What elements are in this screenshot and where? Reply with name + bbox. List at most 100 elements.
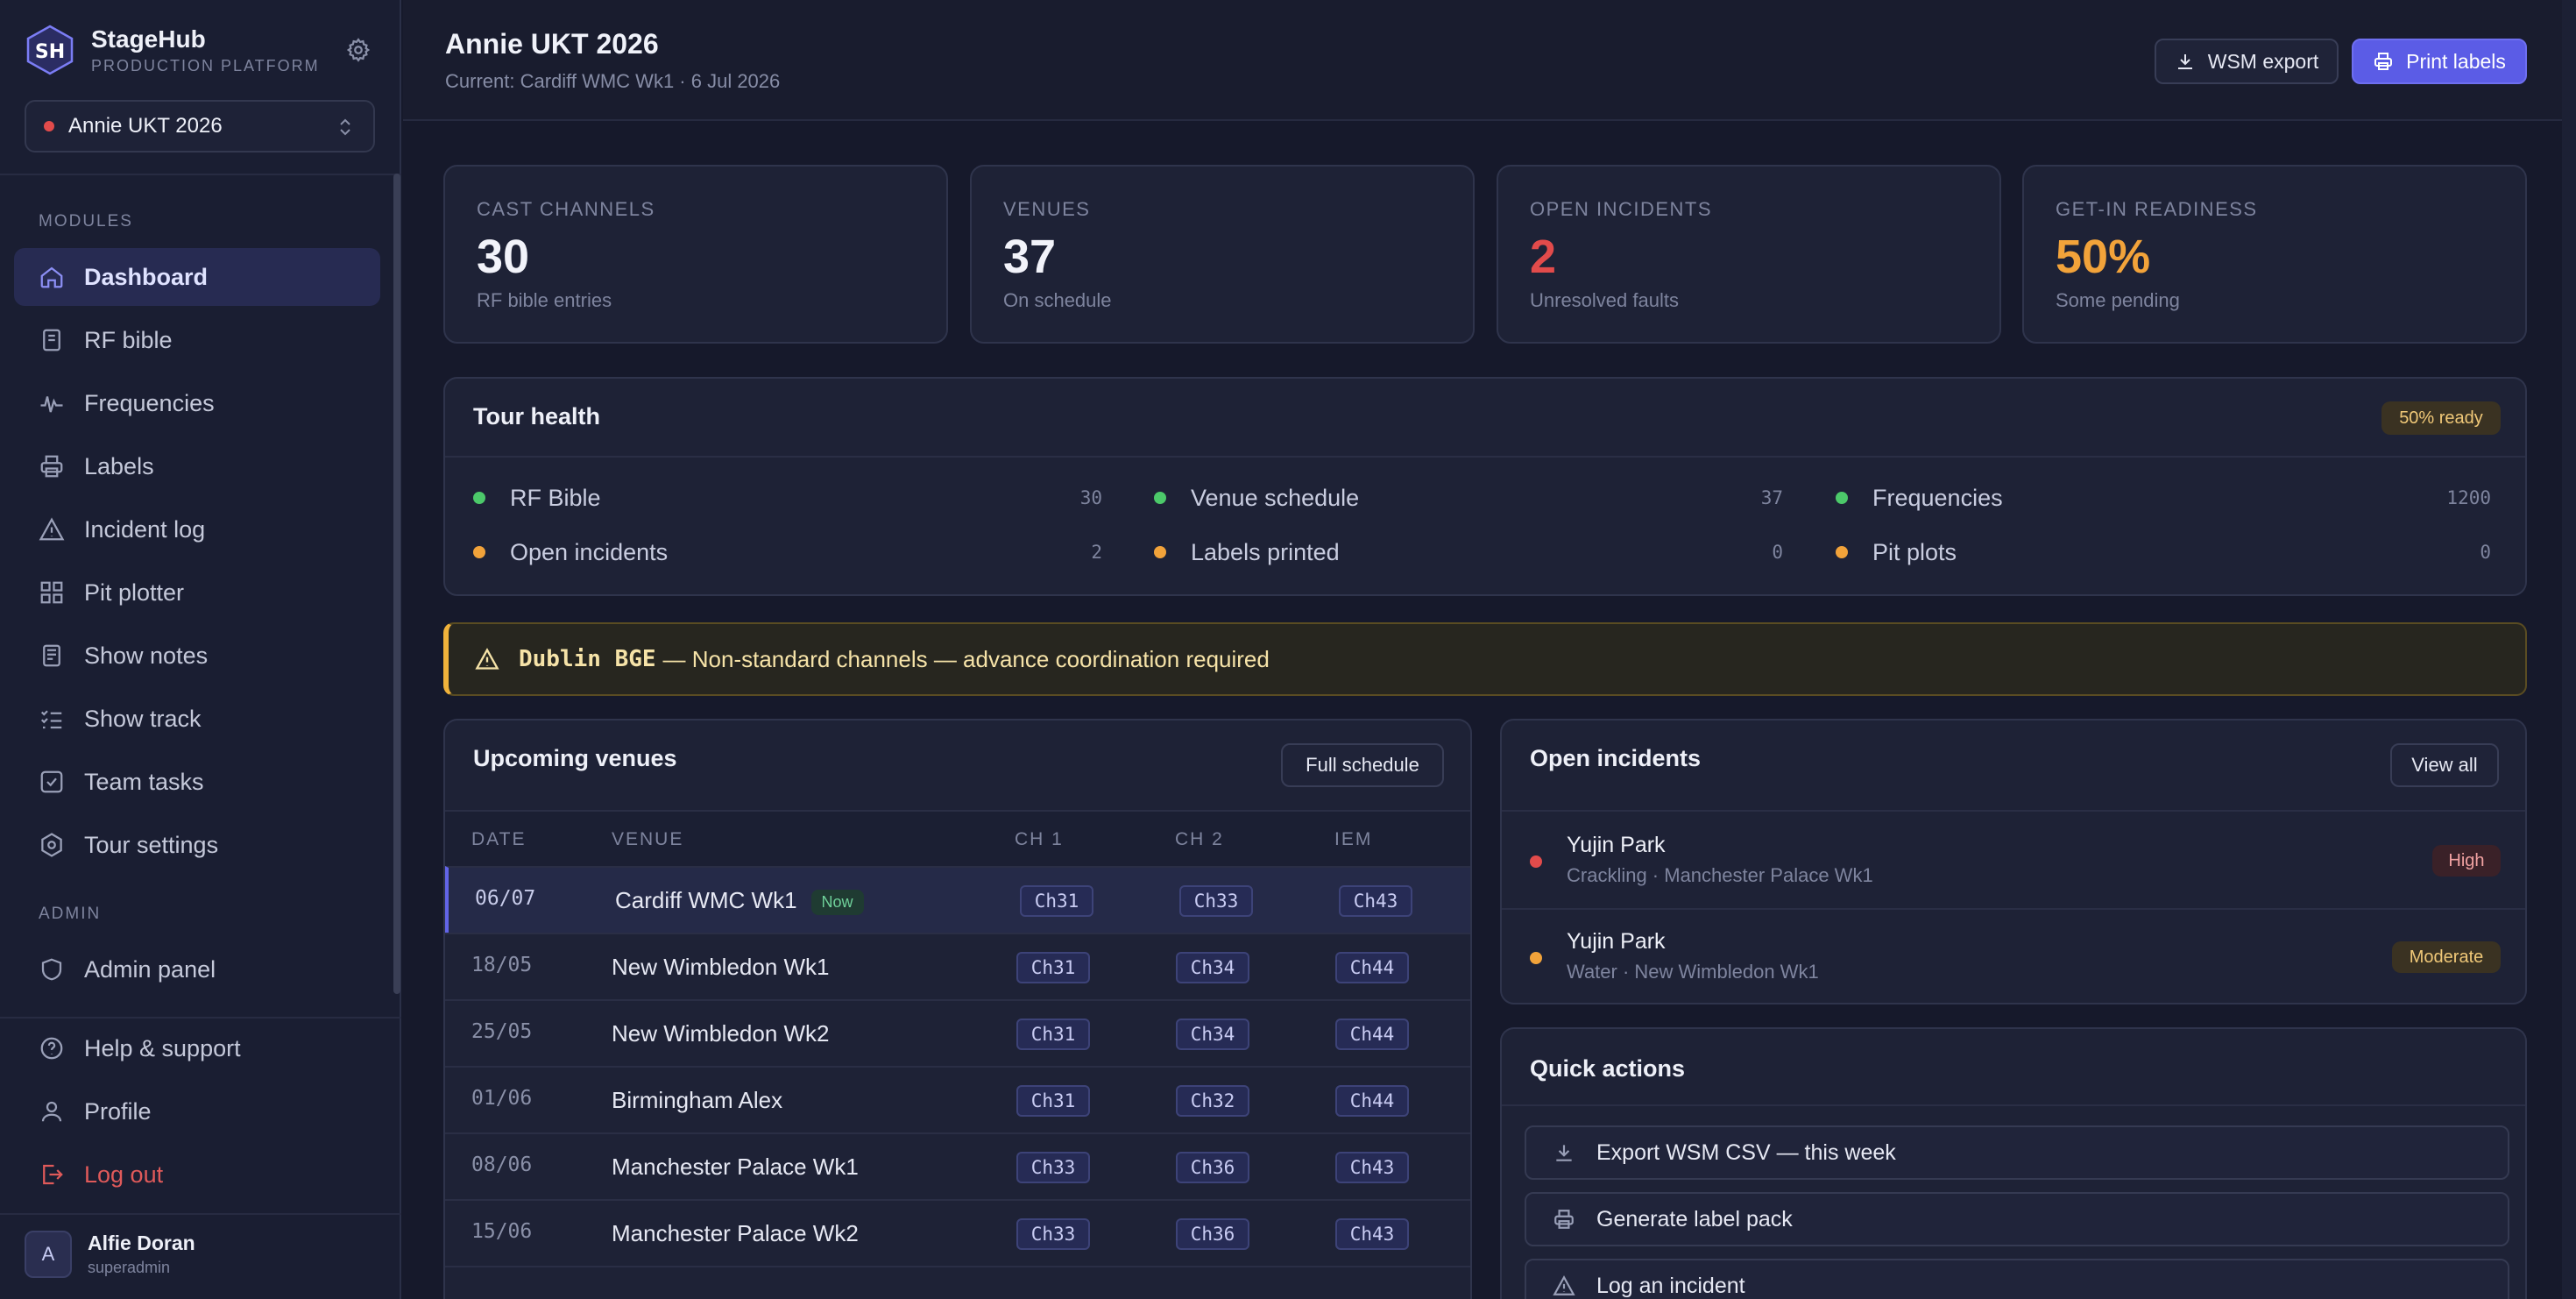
- channel-chip: Ch34: [1176, 952, 1249, 983]
- column-header-ch2: CH 2: [1175, 829, 1224, 849]
- sidebar-item-labels[interactable]: Labels: [14, 437, 380, 495]
- sidebar-item-pit-plotter[interactable]: Pit plotter: [14, 564, 380, 621]
- sidebar-item-show-notes[interactable]: Show notes: [14, 627, 380, 685]
- stat-card-get-in-readiness[interactable]: GET-IN READINESS 50% Some pending: [2022, 165, 2527, 344]
- table-row[interactable]: 08/06 Manchester Palace Wk1 Ch33 Ch36 Ch…: [445, 1132, 1470, 1199]
- health-item-open-incidents: Open incidents 2: [445, 535, 1111, 570]
- sidebar-item-tour-settings[interactable]: Tour settings: [14, 816, 380, 874]
- log-incident-button[interactable]: Log an incident: [1525, 1259, 2509, 1299]
- column-header-venue: VENUE: [612, 829, 684, 849]
- sidebar-item-label: Help & support: [84, 1034, 241, 1061]
- sidebar-item-dashboard[interactable]: Dashboard: [14, 248, 380, 306]
- health-label: Pit plots: [1872, 538, 1957, 565]
- severity-dot: [1530, 855, 1542, 868]
- channel-chip: Ch43: [1335, 1218, 1409, 1250]
- incident-name: Yujin Park: [1567, 833, 1666, 857]
- health-value: 0: [1772, 542, 1783, 563]
- user-name: Alfie Doran: [88, 1232, 195, 1254]
- sidebar-item-label: Show notes: [84, 642, 209, 669]
- status-dot: [1836, 492, 1848, 504]
- table-row[interactable]: 15/06 Manchester Palace Wk2 Ch33 Ch36 Ch…: [445, 1199, 1470, 1266]
- brand[interactable]: SH StageHub PRODUCTION PLATFORM: [26, 25, 320, 75]
- stat-desc: Some pending: [2056, 289, 2180, 311]
- tour-health-card: Tour health 50% ready RF Bible 30 Venue …: [443, 377, 2527, 596]
- warning-icon: [39, 517, 65, 541]
- generate-label-pack-button[interactable]: Generate label pack: [1525, 1192, 2509, 1246]
- sidebar-scrollbar[interactable]: [393, 174, 400, 994]
- shield-icon: [41, 958, 62, 981]
- sidebar-item-team-tasks[interactable]: Team tasks: [14, 753, 380, 811]
- table-row[interactable]: 06/07 Cardiff WMC Wk1 Now Ch31 Ch33 Ch43: [445, 866, 1470, 933]
- sidebar-item-label: Show track: [84, 705, 202, 732]
- settings-icon: [41, 833, 62, 857]
- sidebar-item-show-track[interactable]: Show track: [14, 690, 380, 748]
- stat-value: 2: [1530, 231, 1557, 283]
- health-value: 2: [1091, 542, 1102, 563]
- print-labels-button[interactable]: Print labels: [2352, 39, 2527, 84]
- cell-date: 06/07: [475, 887, 536, 910]
- channel-chip: Ch44: [1335, 952, 1409, 983]
- sidebar-item-label: Team tasks: [84, 768, 204, 795]
- incident-item[interactable]: Yujin Park Water · New Wimbledon Wk1 Mod…: [1502, 908, 2525, 1003]
- channel-chip: Ch33: [1016, 1218, 1090, 1250]
- brand-title: StageHub: [91, 25, 206, 53]
- checklist-icon: [40, 710, 62, 729]
- view-all-button[interactable]: View all: [2390, 743, 2499, 787]
- main-scrollbar-track[interactable]: [2562, 0, 2576, 1299]
- health-item-frequencies: Frequencies 1200: [1808, 480, 2500, 515]
- health-item-rf-bible: RF Bible 30: [445, 480, 1111, 515]
- full-schedule-button[interactable]: Full schedule: [1281, 743, 1444, 787]
- warning-icon: [475, 648, 499, 670]
- stat-desc: Unresolved faults: [1530, 289, 1679, 311]
- sidebar-item-incident-log[interactable]: Incident log: [14, 500, 380, 558]
- sidebar-item-label: Pit plotter: [84, 579, 185, 606]
- stat-label: GET-IN READINESS: [2056, 198, 2258, 220]
- divider: [0, 1213, 401, 1215]
- channel-chip: Ch33: [1016, 1152, 1090, 1183]
- severity-badge: High: [2432, 845, 2501, 877]
- sidebar-item-frequencies[interactable]: Frequencies: [14, 374, 380, 432]
- table-row[interactable]: 01/06 Birmingham Alex Ch31 Ch32 Ch44: [445, 1066, 1470, 1132]
- sidebar-item-label: Incident log: [84, 515, 206, 543]
- health-label: Labels printed: [1191, 538, 1340, 565]
- sidebar-item-admin-panel[interactable]: Admin panel: [14, 941, 380, 998]
- channel-chip: Ch31: [1016, 1019, 1090, 1050]
- wsm-export-button[interactable]: WSM export: [2155, 39, 2339, 84]
- divider: [0, 174, 401, 175]
- status-badge: 50% ready: [2381, 401, 2501, 435]
- chevron-updown-icon: [336, 117, 354, 142]
- cell-date: 08/06: [471, 1153, 533, 1176]
- severity-dot: [1530, 952, 1542, 964]
- table-header: [445, 812, 1470, 868]
- cell-date: 15/06: [471, 1220, 533, 1243]
- venues-table-body: 06/07 Cardiff WMC Wk1 Now Ch31 Ch33 Ch43 …: [445, 866, 1470, 1299]
- table-row[interactable]: 18/05 New Wimbledon Wk1 Ch31 Ch34 Ch44: [445, 933, 1470, 999]
- help-icon: [40, 1037, 63, 1060]
- health-label: RF Bible: [510, 484, 601, 511]
- stat-desc: RF bible entries: [477, 289, 612, 311]
- waveform-icon: [40, 396, 63, 413]
- production-selector[interactable]: Annie UKT 2026: [25, 100, 375, 153]
- cell-venue: New Wimbledon Wk1: [612, 954, 830, 980]
- export-wsm-csv-button[interactable]: Export WSM CSV — this week: [1525, 1125, 2509, 1180]
- sidebar-item-help[interactable]: Help & support: [14, 1019, 380, 1077]
- sidebar-item-rf-bible[interactable]: RF bible: [14, 311, 380, 369]
- sidebar-item-profile[interactable]: Profile: [14, 1082, 380, 1140]
- table-row[interactable]: 25/05 New Wimbledon Wk2 Ch31 Ch34 Ch44: [445, 999, 1470, 1066]
- health-label: Frequencies: [1872, 484, 2003, 511]
- channel-chip: Ch32: [1176, 1085, 1249, 1117]
- incident-item[interactable]: Yujin Park Crackling · Manchester Palace…: [1502, 812, 2525, 908]
- stat-desc: On schedule: [1003, 289, 1112, 311]
- user-card[interactable]: A Alfie Doran superadmin: [25, 1231, 195, 1278]
- stat-card-cast-channels[interactable]: CAST CHANNELS 30 RF bible entries: [443, 165, 948, 344]
- gear-icon[interactable]: [345, 37, 372, 63]
- sidebar-item-logout[interactable]: Log out: [14, 1146, 380, 1203]
- printer-icon: [40, 455, 63, 478]
- stat-card-open-incidents[interactable]: OPEN INCIDENTS 2 Unresolved faults: [1497, 165, 2001, 344]
- stat-card-venues[interactable]: VENUES 37 On schedule: [970, 165, 1475, 344]
- divider: [0, 1017, 401, 1019]
- sidebar-item-label: Admin panel: [84, 955, 216, 983]
- brand-subtitle: PRODUCTION PLATFORM: [91, 56, 320, 75]
- table-row-partial: [445, 1266, 1470, 1299]
